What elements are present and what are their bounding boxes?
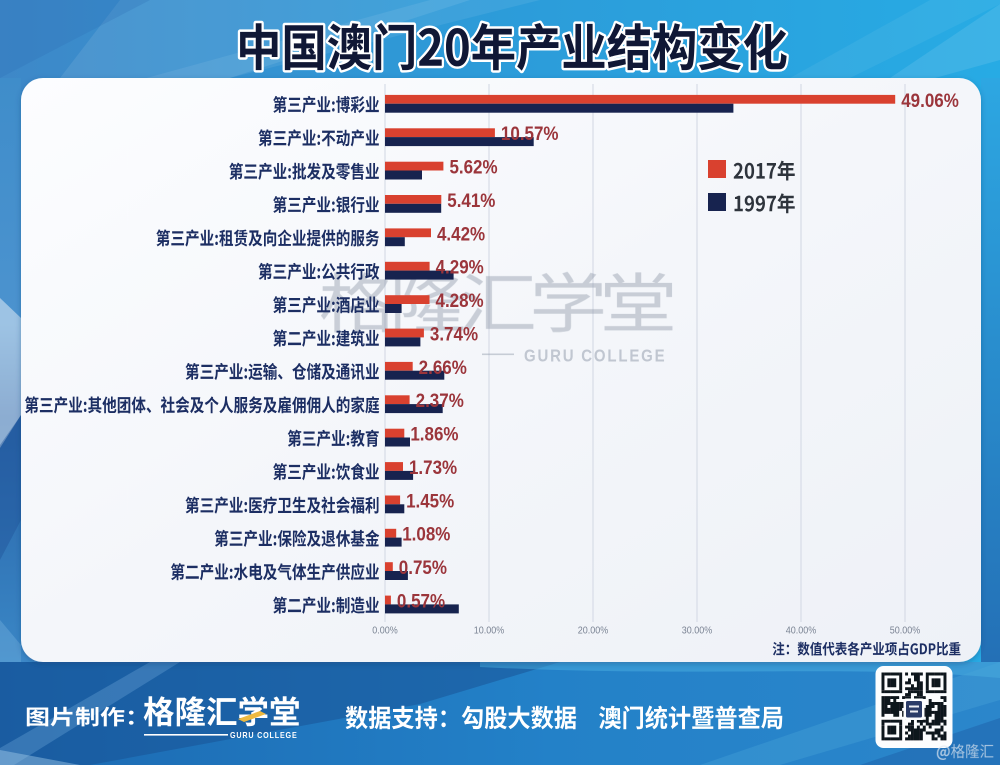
svg-text:49.06%: 49.06% xyxy=(901,89,959,111)
svg-text:10.00%: 10.00% xyxy=(474,625,505,637)
svg-text:1.86%: 1.86% xyxy=(410,422,458,444)
svg-text:0.57%: 0.57% xyxy=(397,589,445,611)
svg-text:30.00%: 30.00% xyxy=(682,625,713,637)
svg-text:5.41%: 5.41% xyxy=(447,189,495,211)
svg-text:4.42%: 4.42% xyxy=(437,222,485,244)
svg-text:2.37%: 2.37% xyxy=(416,389,464,411)
svg-text:4.29%: 4.29% xyxy=(436,256,484,278)
svg-text:10.57%: 10.57% xyxy=(501,122,559,144)
svg-text:0.00%: 0.00% xyxy=(372,625,398,637)
svg-text:40.00%: 40.00% xyxy=(786,625,817,637)
svg-text:1.08%: 1.08% xyxy=(402,523,450,545)
svg-text:GURU COLLEGE: GURU COLLEGE xyxy=(230,731,298,741)
svg-text:4.28%: 4.28% xyxy=(436,289,484,311)
svg-text:5.62%: 5.62% xyxy=(449,155,497,177)
svg-text:2.66%: 2.66% xyxy=(419,356,467,378)
svg-text:GURU COLLEGE: GURU COLLEGE xyxy=(524,346,666,365)
svg-text:20.00%: 20.00% xyxy=(578,625,609,637)
svg-text:0.75%: 0.75% xyxy=(399,556,447,578)
svg-text:50.00%: 50.00% xyxy=(890,625,921,637)
svg-text:1.45%: 1.45% xyxy=(406,489,454,511)
svg-text:1.73%: 1.73% xyxy=(409,456,457,478)
svg-text:3.74%: 3.74% xyxy=(430,322,478,344)
